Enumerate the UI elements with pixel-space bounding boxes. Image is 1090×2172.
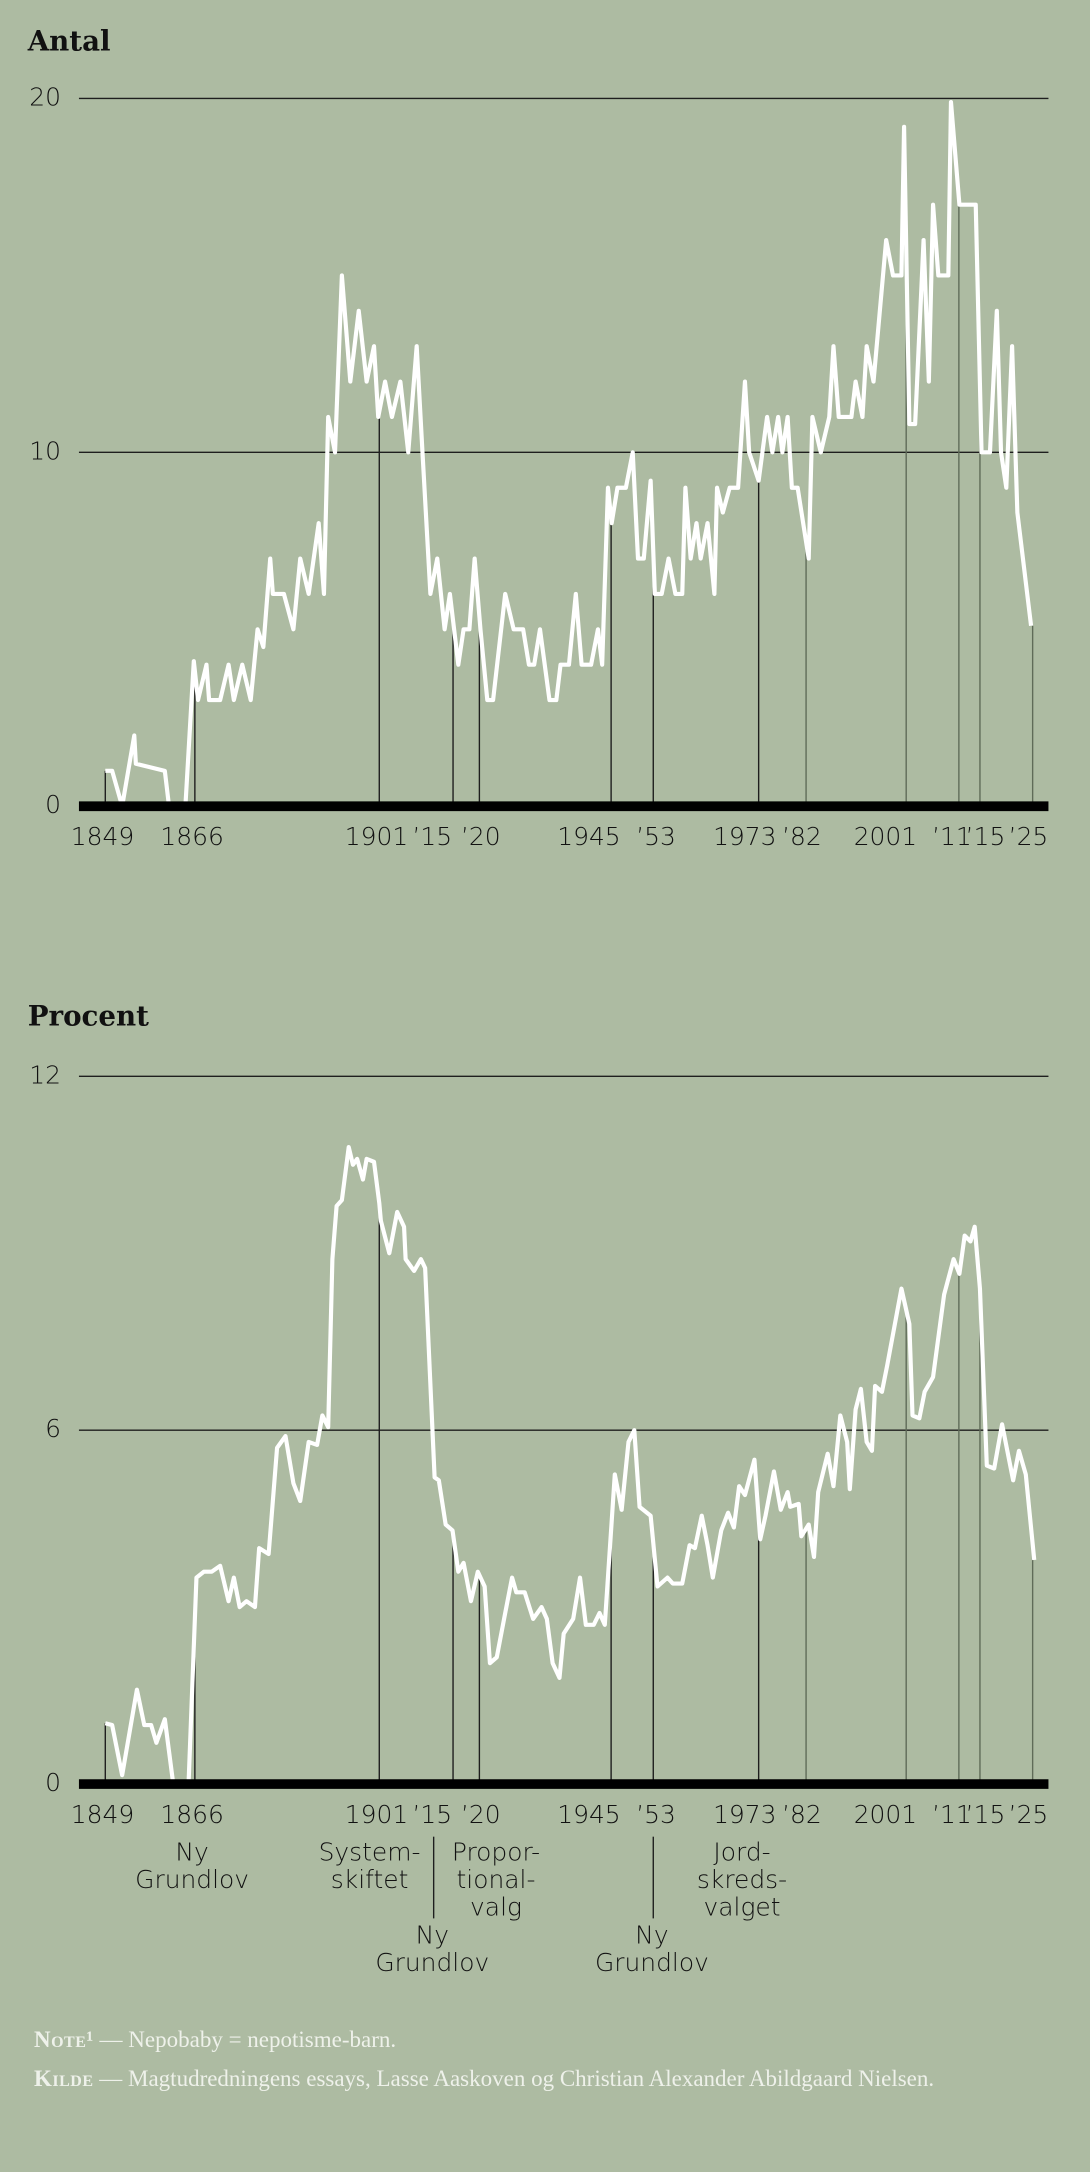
x-tick-label: 1973 [713,1800,776,1829]
annotation: skiftet [331,1865,409,1894]
y-tick-label: 10 [29,436,61,465]
x-tick-label: ’25 [1009,822,1049,851]
x-tick-label: 1973 [713,822,776,851]
note: Note¹ — Nepobaby = nepotisme-barn. [34,2026,1064,2053]
annotation: skreds- [697,1865,787,1894]
x-tick-label: ’53 [636,1800,676,1829]
chart-title: Procent [28,1000,149,1033]
x-tick-label: ’82 [782,1800,822,1829]
annotation: Grundlov [595,1948,709,1977]
x-tick-label: ’15 [966,1800,1006,1829]
note-text: — Nepobaby = nepotisme-barn. [99,2027,397,2052]
note-label: Note¹ [34,2027,94,2052]
x-tick-label: ’15 [412,1800,452,1829]
notes: Note¹ — Nepobaby = nepotisme-barn. Kilde … [34,2026,1064,2104]
data-line [105,99,1034,809]
annotation: Ny [635,1920,668,1949]
x-tick-label: ’11 [932,1800,972,1829]
x-tick-label: 1945 [557,822,620,851]
annotation: Jord- [713,1837,770,1866]
annotation: tional- [457,1865,536,1894]
x-tick-label: 1901 [345,822,408,851]
x-tick-label: 1849 [71,1800,134,1829]
y-tick-label: 12 [29,1060,61,1089]
chart-title: Antal [27,25,111,58]
annotation: valg [470,1893,522,1922]
y-tick-label: 0 [45,790,61,819]
y-tick-label: 20 [29,82,61,111]
x-tick-label: ’25 [1009,1800,1049,1829]
annotation: Grundlov [375,1948,489,1977]
x-tick-label: 1866 [160,1800,223,1829]
x-tick-label: ’53 [636,822,676,851]
y-tick-label: 0 [45,1768,61,1797]
annotation: Grundlov [135,1865,249,1894]
x-tick-label: ’20 [461,1800,501,1829]
x-tick-label: ’11 [932,822,972,851]
note-text: — Magtudredningens essays, Lasse Aaskove… [99,2066,935,2091]
x-tick-label: 1945 [557,1800,620,1829]
data-line [104,1145,1037,1787]
annotation: valget [704,1893,781,1922]
x-tick-label: ’82 [782,822,822,851]
x-tick-label: ’15 [966,822,1006,851]
annotation: System- [319,1837,421,1866]
x-tick-label: 1866 [160,822,223,851]
note-label: Kilde [34,2066,94,2091]
x-tick-label: 1901 [345,1800,408,1829]
x-tick-label: 2001 [854,1800,917,1829]
x-tick-label: ’15 [412,822,452,851]
x-tick-label: 2001 [854,822,917,851]
x-tick-label: ’20 [461,822,501,851]
y-tick-label: 6 [45,1414,61,1443]
x-tick-label: 1849 [71,822,134,851]
note: Kilde — Magtudredningens essays, Lasse A… [34,2065,1064,2092]
annotation: Ny [175,1837,208,1866]
annotation: Ny [416,1920,449,1949]
annotation: Propor- [452,1837,540,1866]
